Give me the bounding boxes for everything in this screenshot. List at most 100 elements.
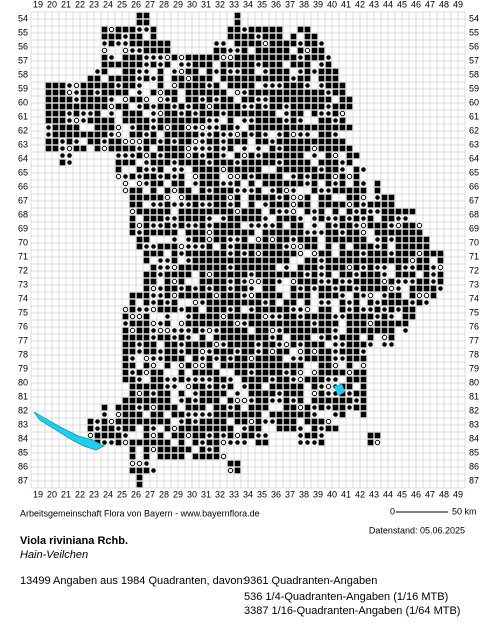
occurrence-square xyxy=(234,306,241,313)
occurrence-square xyxy=(248,166,255,173)
occurrence-square xyxy=(199,82,206,89)
occurrence-square xyxy=(213,320,220,327)
occurrence-square xyxy=(129,40,136,47)
occurrence-square xyxy=(122,75,129,82)
occurrence-square xyxy=(297,271,304,278)
occurrence-square xyxy=(283,82,290,89)
occurrence-square xyxy=(157,418,164,425)
row-label: 80 xyxy=(18,377,28,387)
occurrence-square xyxy=(213,250,220,257)
occurrence-square xyxy=(129,82,136,89)
occurrence-square xyxy=(318,75,325,82)
occurrence-square xyxy=(248,110,255,117)
occurrence-dot xyxy=(67,153,72,158)
occurrence-dot xyxy=(319,433,324,438)
occurrence-dot xyxy=(158,62,163,67)
occurrence-square xyxy=(220,292,227,299)
occurrence-dot xyxy=(298,41,303,46)
occurrence-dot xyxy=(74,90,79,95)
occurrence-square xyxy=(199,369,206,376)
occurrence-dot xyxy=(326,104,331,109)
occurrence-dot xyxy=(347,279,352,284)
occurrence-square xyxy=(129,68,136,75)
occurrence-square xyxy=(269,229,276,236)
occurrence-square xyxy=(136,166,143,173)
col-label: 46 xyxy=(411,0,421,9)
occurrence-square xyxy=(353,194,360,201)
occurrence-dot xyxy=(207,202,212,207)
occurrence-square xyxy=(255,243,262,250)
occurrence-square xyxy=(220,348,227,355)
occurrence-dot xyxy=(178,68,185,75)
occurrence-square xyxy=(199,187,206,194)
occurrence-square xyxy=(248,390,255,397)
occurrence-square xyxy=(311,257,318,264)
occurrence-square xyxy=(318,54,325,61)
occurrence-square xyxy=(409,313,416,320)
col-label: 43 xyxy=(369,489,379,499)
occurrence-square xyxy=(213,334,220,341)
occurrence-dot xyxy=(137,230,142,235)
occurrence-square xyxy=(101,404,108,411)
occurrence-square xyxy=(213,194,220,201)
occurrence-square xyxy=(150,173,157,180)
occurrence-square xyxy=(129,348,136,355)
occurrence-dot xyxy=(235,237,240,242)
occurrence-square xyxy=(325,201,332,208)
occurrence-square xyxy=(171,250,178,257)
occurrence-square xyxy=(395,236,402,243)
occurrence-square xyxy=(129,425,136,432)
occurrence-square xyxy=(129,299,136,306)
occurrence-dot xyxy=(214,356,219,361)
occurrence-dot xyxy=(122,138,129,145)
occurrence-square xyxy=(339,173,346,180)
occurrence-dot xyxy=(388,285,395,292)
occurrence-square xyxy=(234,61,241,68)
occurrence-dot xyxy=(172,216,177,221)
occurrence-dot xyxy=(298,216,303,221)
occurrence-square xyxy=(339,82,346,89)
occurrence-square xyxy=(367,201,374,208)
occurrence-dot xyxy=(129,208,136,215)
occurrence-square xyxy=(129,117,136,124)
occurrence-dot xyxy=(157,110,164,117)
occurrence-square xyxy=(227,26,234,33)
occurrence-square xyxy=(332,369,339,376)
occurrence-square xyxy=(241,131,248,138)
occurrence-square xyxy=(318,124,325,131)
occurrence-dot xyxy=(256,153,261,158)
occurrence-square xyxy=(255,159,262,166)
occurrence-square xyxy=(318,131,325,138)
occurrence-square xyxy=(262,341,269,348)
occurrence-square xyxy=(248,152,255,159)
occurrence-square xyxy=(318,376,325,383)
occurrence-square xyxy=(213,411,220,418)
occurrence-square xyxy=(304,166,311,173)
occurrence-square xyxy=(339,89,346,96)
occurrence-square xyxy=(374,432,381,439)
occurrence-square xyxy=(276,61,283,68)
occurrence-square xyxy=(185,404,192,411)
occurrence-dot xyxy=(221,342,226,347)
occurrence-square xyxy=(122,82,129,89)
occurrence-dot xyxy=(277,342,282,347)
occurrence-square xyxy=(339,145,346,152)
occurrence-square xyxy=(178,208,185,215)
occurrence-square xyxy=(297,173,304,180)
occurrence-square xyxy=(304,33,311,40)
occurrence-square xyxy=(318,439,325,446)
occurrence-dot xyxy=(228,48,233,53)
occurrence-square xyxy=(101,131,108,138)
occurrence-dot xyxy=(74,139,79,144)
occurrence-square xyxy=(192,152,199,159)
occurrence-square xyxy=(388,278,395,285)
row-label: 66 xyxy=(18,181,28,191)
occurrence-square xyxy=(185,362,192,369)
occurrence-square xyxy=(227,341,234,348)
occurrence-square xyxy=(304,159,311,166)
occurrence-dot xyxy=(228,251,233,256)
occurrence-square xyxy=(269,110,276,117)
occurrence-square xyxy=(297,82,304,89)
occurrence-square xyxy=(241,47,248,54)
occurrence-dot xyxy=(256,97,261,102)
